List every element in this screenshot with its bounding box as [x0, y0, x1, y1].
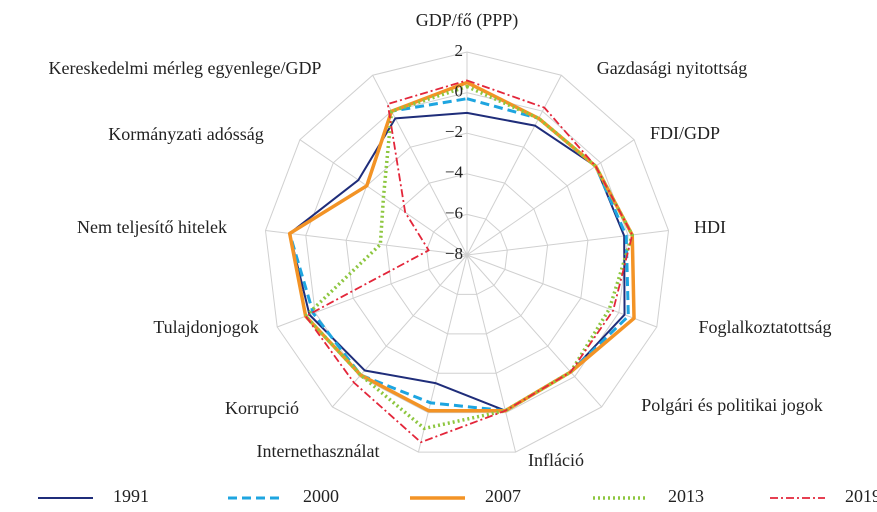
spoke: [466, 75, 562, 256]
spoke: [466, 139, 635, 256]
category-label: Tulajdonjogok: [153, 317, 258, 337]
category-label: GDP/fő (PPP): [416, 10, 519, 31]
grid-ring: [385, 173, 549, 335]
category-label: HDI: [694, 217, 726, 237]
category-label: Korrupció: [225, 398, 299, 418]
spoke: [466, 230, 669, 256]
grid-ring: [264, 51, 670, 453]
r-tick-label: −4: [445, 163, 464, 182]
spoke: [417, 254, 468, 453]
legend-label: 2000: [303, 486, 339, 506]
category-label: Foglalkoztatottság: [699, 317, 832, 337]
r-tick-label: 0: [455, 82, 464, 101]
r-tick-label: −6: [445, 203, 463, 222]
series-line: [304, 79, 634, 444]
spoke: [265, 230, 468, 256]
legend-label: 2007: [485, 486, 521, 506]
category-label: Kereskedelmi mérleg egyenlege/GDP: [49, 58, 322, 78]
spoke: [332, 254, 468, 408]
spoke: [466, 254, 602, 408]
spoke: [466, 254, 517, 453]
category-label: Infláció: [528, 450, 584, 470]
grid-ring: [345, 132, 589, 374]
r-tick-label: 2: [455, 41, 464, 60]
category-label: Internethasználat: [257, 441, 380, 461]
legend-label: 1991: [113, 486, 149, 506]
category-label: FDI/GDP: [650, 123, 720, 143]
category-label: Gazdasági nyitottság: [597, 58, 747, 78]
r-tick-label: −8: [445, 244, 463, 263]
r-tick-label: −2: [445, 122, 463, 141]
legend-label: 2019: [845, 486, 877, 506]
category-label: Polgári és politikai jogok: [641, 395, 823, 415]
grid-ring: [305, 92, 629, 414]
category-label: Nem teljesítő hitelek: [77, 217, 227, 237]
legend-label: 2013: [668, 486, 704, 506]
grid-ring: [426, 213, 508, 295]
category-label: Kormányzati adósság: [108, 124, 263, 144]
